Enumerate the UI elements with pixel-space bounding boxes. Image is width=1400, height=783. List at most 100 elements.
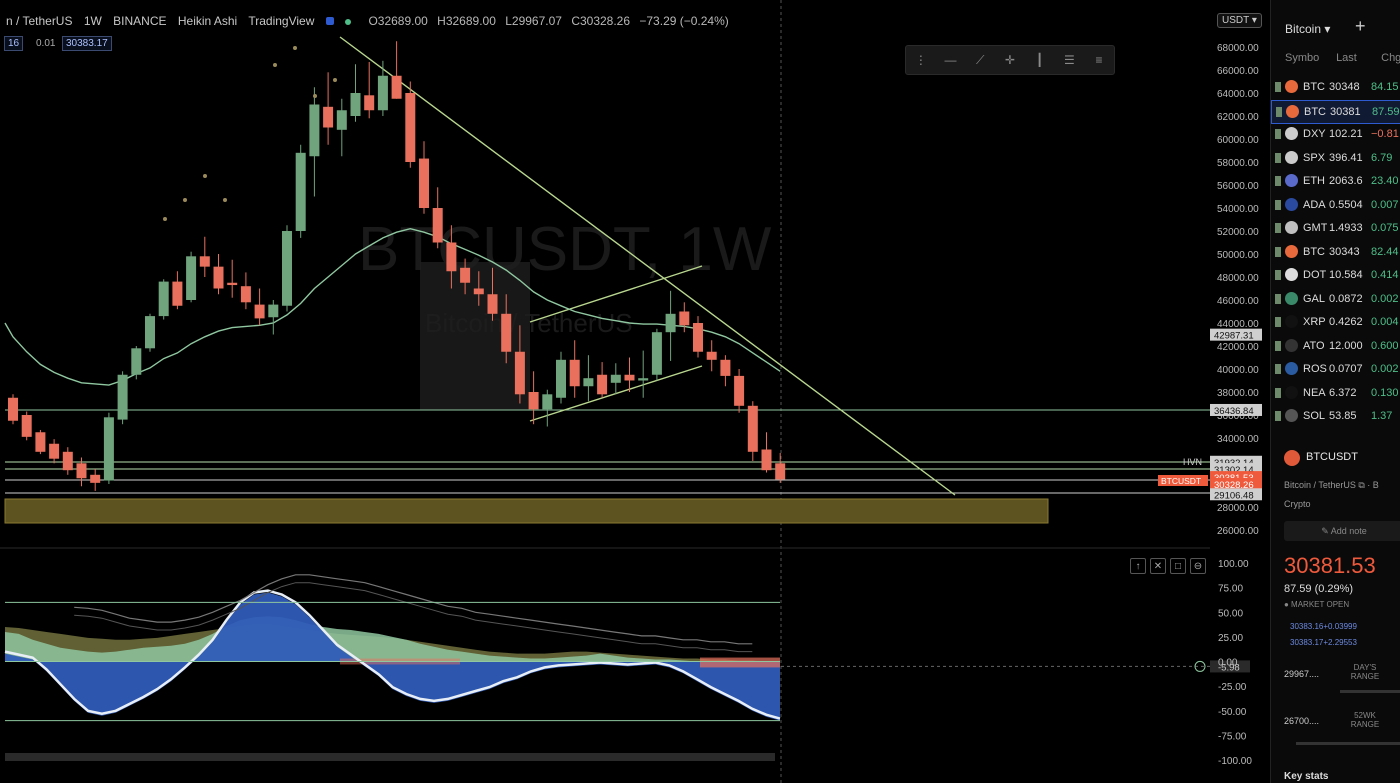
signal-dot [333, 78, 337, 82]
settings-icon[interactable]: ☰ [1063, 53, 1075, 67]
exchange-label: BINANCE [113, 14, 167, 28]
flag-icon[interactable] [1275, 246, 1281, 257]
descending-trendline [339, 36, 956, 496]
watchlist-row[interactable]: BTC 30381 87.59 [1271, 99, 1400, 124]
col-change[interactable]: Chg [1381, 52, 1400, 64]
row-last: 0.0707 [1329, 363, 1363, 375]
flag-icon[interactable] [1275, 317, 1281, 327]
watchlist-row[interactable]: ETH 2063.6 23.40 [1271, 170, 1400, 192]
flag-icon[interactable] [1275, 293, 1281, 304]
flag-icon[interactable] [1275, 411, 1281, 421]
watchlist-row[interactable]: DOT 10.584 0.414 [1271, 264, 1400, 286]
candle-body [419, 158, 429, 208]
watchlist-row[interactable]: ROS 0.0707 0.002 [1271, 358, 1400, 380]
status-icon[interactable] [325, 17, 334, 25]
watchlist-row[interactable]: GAL 0.0872 0.002 [1271, 288, 1400, 310]
flag-icon[interactable] [1276, 106, 1282, 117]
more-icon[interactable]: ≡ [1095, 53, 1103, 67]
row-change: 0.600 [1371, 339, 1399, 352]
candle-body [679, 311, 690, 326]
watchlist-title[interactable]: Bitcoin ▾ [1285, 22, 1331, 36]
flag-icon[interactable] [1275, 364, 1281, 374]
col-symbol[interactable]: Symbo [1285, 52, 1320, 64]
signal-dot [203, 174, 207, 178]
market-status: ● MARKET OPEN [1284, 600, 1350, 609]
drawing-toolbar: ⋮ — ⟋ ✛ ┃ ☰ ≡ [905, 45, 1115, 75]
candle-body [35, 432, 46, 452]
oscillator-tick-label: 100.00 [1218, 559, 1249, 570]
candle-body [775, 463, 786, 480]
currency-button[interactable]: USDT ▾ [1217, 13, 1262, 28]
ohlc-values: O32689.00 H32689.00 L29967.07 C30328.26 … [368, 14, 734, 28]
interval-label[interactable]: 1W [83, 14, 102, 28]
collapse-pane-icon[interactable]: ⊖ [1190, 558, 1206, 574]
watchlist-row[interactable]: ADA 0.5504 0.007 [1271, 194, 1400, 216]
watchlist-row[interactable]: BTC 30343 82.44 [1271, 241, 1400, 263]
flag-icon[interactable] [1275, 82, 1281, 92]
candle-body [268, 304, 279, 318]
watchlist-row[interactable]: ATO 12.000 0.600 [1271, 335, 1400, 357]
flag-icon[interactable] [1275, 129, 1281, 139]
detail-description[interactable]: Bitcoin / TetherUS ⧉ · B [1284, 480, 1379, 490]
price-label: 30328.26 [1214, 480, 1254, 491]
signal-dot [273, 63, 277, 67]
close-value: C30328.26 [571, 14, 631, 28]
row-last: 0.4262 [1329, 316, 1363, 328]
detail-change: 87.59 (0.29%) [1284, 583, 1354, 595]
moving-average-line [4, 227, 781, 386]
flag-icon[interactable] [1275, 340, 1281, 351]
candle-body [693, 323, 703, 352]
crosshair-icon[interactable]: ✛ [1004, 53, 1015, 67]
watchlist-row[interactable]: SOL 53.85 1.37 [1271, 405, 1400, 427]
price-tick-label: 58000.00 [1217, 158, 1259, 169]
flag-icon[interactable] [1275, 176, 1281, 186]
move-pane-up-icon[interactable]: ↑ [1130, 558, 1146, 574]
detail-price: 30381.53 [1284, 553, 1376, 578]
watchlist-row[interactable]: BTC 30348 84.15 [1271, 76, 1400, 98]
watchlist-row[interactable]: XRP 0.4262 0.004 [1271, 311, 1400, 333]
watchlist-row[interactable]: DXY 102.21 −0.81 [1271, 123, 1400, 145]
row-last: 1.4933 [1329, 222, 1363, 234]
symbol-name[interactable]: n / TetherUS [6, 14, 73, 28]
flag-icon[interactable] [1275, 223, 1281, 233]
chart-area[interactable]: BTCUSDT, 1WBitcoin / TetherUS68000.00660… [0, 0, 1268, 783]
oscillator-line-upper [74, 574, 753, 645]
candle-body [583, 378, 594, 387]
col-last[interactable]: Last [1336, 52, 1357, 64]
vertical-line-icon[interactable]: ┃ [1036, 53, 1044, 67]
hvn-label: HVN [1183, 457, 1202, 467]
coin-icon [1285, 127, 1298, 140]
close-pane-icon[interactable]: ✕ [1150, 558, 1166, 574]
price-tick-label: 34000.00 [1217, 434, 1259, 445]
add-note-button[interactable]: ✎ Add note [1284, 521, 1400, 541]
flag-icon[interactable] [1275, 387, 1281, 398]
coin-icon [1285, 385, 1298, 399]
watchlist-row[interactable]: NEA 6.372 0.130 [1271, 382, 1400, 404]
watchlist-row[interactable]: SPX 396.41 6.79 [1271, 147, 1400, 169]
price-tick-label: 42000.00 [1217, 342, 1259, 353]
signal-dot [313, 94, 317, 98]
candle-body [199, 256, 210, 267]
candle-body [76, 463, 87, 479]
add-symbol-icon[interactable]: + [1355, 16, 1366, 36]
indicator-input-length[interactable]: 16 [4, 36, 24, 51]
live-dot-icon [345, 19, 352, 25]
extra-quote-1: 30383.16+0.03999 [1290, 622, 1357, 631]
watchlist-row[interactable]: GMT 1.4933 0.075 [1271, 217, 1400, 239]
candle-body [405, 93, 416, 162]
trend-line-icon[interactable]: ⟋ [976, 52, 985, 67]
drag-handle-icon[interactable]: ⋮ [914, 53, 927, 67]
indicator-input-step[interactable]: 0.01 [36, 38, 56, 49]
watchlist-header: Symbo Last Chg [1285, 52, 1400, 64]
flag-icon[interactable] [1275, 270, 1281, 280]
key-stats-heading: Key stats [1284, 771, 1329, 782]
oscillator-tick-label: 75.00 [1218, 584, 1243, 595]
flag-icon[interactable] [1275, 199, 1281, 210]
horizontal-line-icon[interactable]: — [944, 53, 957, 67]
detail-category: Crypto [1284, 499, 1311, 509]
main-chart-svg[interactable]: BTCUSDT, 1WBitcoin / TetherUS68000.00660… [0, 0, 1268, 783]
pane-controls: ↑ ✕ □ ⊖ [1130, 558, 1206, 574]
flag-icon[interactable] [1275, 152, 1281, 163]
maximize-pane-icon[interactable]: □ [1170, 558, 1186, 574]
wk-range-label: 52WK RANGE [1350, 711, 1380, 729]
